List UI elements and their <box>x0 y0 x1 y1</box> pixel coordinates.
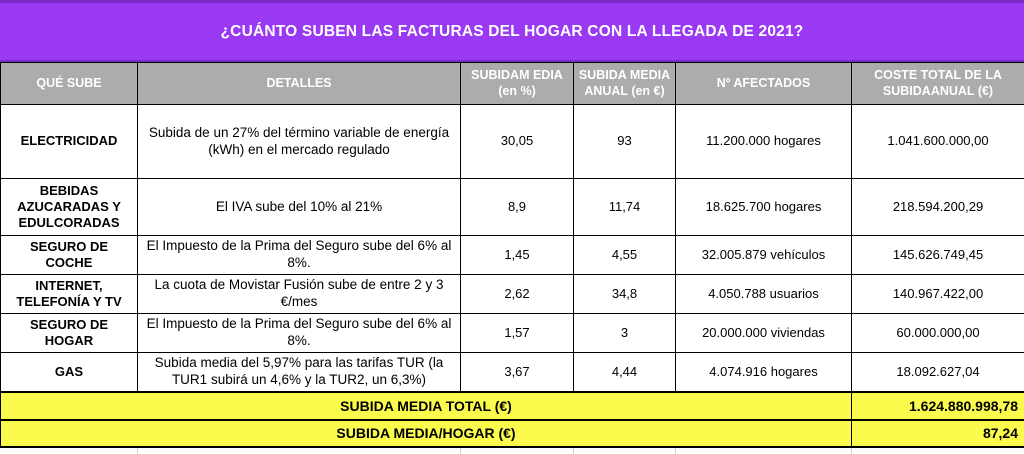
col-header-subida-media-anual: SUBIDA MEDIA ANUAL (en €) <box>573 62 676 105</box>
table-row-bebidas: BEBIDAS AZUCARADAS Y EDULCORADAS El IVA … <box>0 178 1024 236</box>
table-row-gas: GAS Subida media del 5,97% para las tari… <box>0 351 1024 393</box>
facturas-table: QUÉ SUBE DETALLES SUBIDAM EDIA (en %) SU… <box>0 62 1024 449</box>
cell-subida-media-anual: 4,44 <box>573 351 676 393</box>
cell-coste-total: 1.041.600.000,00 <box>851 104 1024 179</box>
cell-coste-total: 218.594.200,29 <box>851 178 1024 236</box>
cell-subida-media-anual: 11,74 <box>573 178 676 236</box>
col-header-coste-total: COSTE TOTAL DE LA SUBIDAANUAL (€) <box>851 62 1024 105</box>
cell-subida-media-anual: 3 <box>573 313 676 353</box>
cell-que-sube: SEGURO DE COCHE <box>0 235 138 275</box>
cell-coste-total: 145.626.749,45 <box>851 235 1024 275</box>
clipped-row-top <box>0 0 1024 3</box>
cell-que-sube: GAS <box>0 351 138 393</box>
cell-subida-media-pct: 2,62 <box>460 274 574 314</box>
cell-subida-media-pct: 1,45 <box>460 235 574 275</box>
cell-afectados: 4.050.788 usuarios <box>675 274 852 314</box>
cell-coste-total: 140.967.422,00 <box>851 274 1024 314</box>
cell-subida-media-anual: 93 <box>573 104 676 179</box>
cell-subida-media-pct: 30,05 <box>460 104 574 179</box>
cell-detalles: Subida de un 27% del término variable de… <box>137 104 461 179</box>
cell-que-sube: ELECTRICIDAD <box>0 104 138 179</box>
col-header-afectados: Nº AFECTADOS <box>675 62 852 105</box>
cell-que-sube: INTERNET, TELEFONÍA Y TV <box>0 274 138 314</box>
cell-coste-total: 18.092.627,04 <box>851 351 1024 393</box>
table-row-seguro-coche: SEGURO DE COCHE El Impuesto de la Prima … <box>0 235 1024 275</box>
media-hogar-value: 87,24 <box>851 419 1024 449</box>
cell-subida-media-anual: 34,8 <box>573 274 676 314</box>
cell-coste-total: 60.000.000,00 <box>851 313 1024 353</box>
cell-detalles: El Impuesto de la Prima del Seguro sube … <box>137 313 461 353</box>
media-hogar-row: SUBIDA MEDIA/HOGAR (€) 87,24 <box>0 419 1024 449</box>
cell-afectados: 11.200.000 hogares <box>675 104 852 179</box>
clipped-row-bottom <box>0 448 1024 454</box>
cell-afectados: 4.074.916 hogares <box>675 351 852 393</box>
cell-afectados: 18.625.700 hogares <box>675 178 852 236</box>
cell-detalles: El IVA sube del 10% al 21% <box>137 178 461 236</box>
cell-detalles: El Impuesto de la Prima del Seguro sube … <box>137 235 461 275</box>
media-hogar-label: SUBIDA MEDIA/HOGAR (€) <box>0 419 852 449</box>
header-row: QUÉ SUBE DETALLES SUBIDAM EDIA (en %) SU… <box>0 62 1024 105</box>
total-row: SUBIDA MEDIA TOTAL (€) 1.624.880.998,78 <box>0 391 1024 422</box>
cell-subida-media-anual: 4,55 <box>573 235 676 275</box>
col-header-subida-media-pct: SUBIDAM EDIA (en %) <box>460 62 574 105</box>
cell-subida-media-pct: 8,9 <box>460 178 574 236</box>
cell-afectados: 20.000.000 viviendas <box>675 313 852 353</box>
col-header-detalles: DETALLES <box>137 62 461 105</box>
cell-subida-media-pct: 3,67 <box>460 351 574 393</box>
cell-que-sube: SEGURO DE HOGAR <box>0 313 138 353</box>
cell-detalles: La cuota de Movistar Fusión sube de entr… <box>137 274 461 314</box>
total-value: 1.624.880.998,78 <box>851 391 1024 422</box>
cell-afectados: 32.005.879 vehículos <box>675 235 852 275</box>
total-label: SUBIDA MEDIA TOTAL (€) <box>0 391 852 422</box>
cell-que-sube: BEBIDAS AZUCARADAS Y EDULCORADAS <box>0 178 138 236</box>
col-header-que-sube: QUÉ SUBE <box>0 62 138 105</box>
cell-subida-media-pct: 1,57 <box>460 313 574 353</box>
cell-detalles: Subida media del 5,97% para las tarifas … <box>137 351 461 393</box>
table-row-electricidad: ELECTRICIDAD Subida de un 27% del términ… <box>0 104 1024 179</box>
table-row-internet: INTERNET, TELEFONÍA Y TV La cuota de Mov… <box>0 274 1024 314</box>
table-row-seguro-hogar: SEGURO DE HOGAR El Impuesto de la Prima … <box>0 313 1024 353</box>
page-title: ¿CUÁNTO SUBEN LAS FACTURAS DEL HOGAR CON… <box>220 22 804 40</box>
title-banner: ¿CUÁNTO SUBEN LAS FACTURAS DEL HOGAR CON… <box>0 3 1024 62</box>
